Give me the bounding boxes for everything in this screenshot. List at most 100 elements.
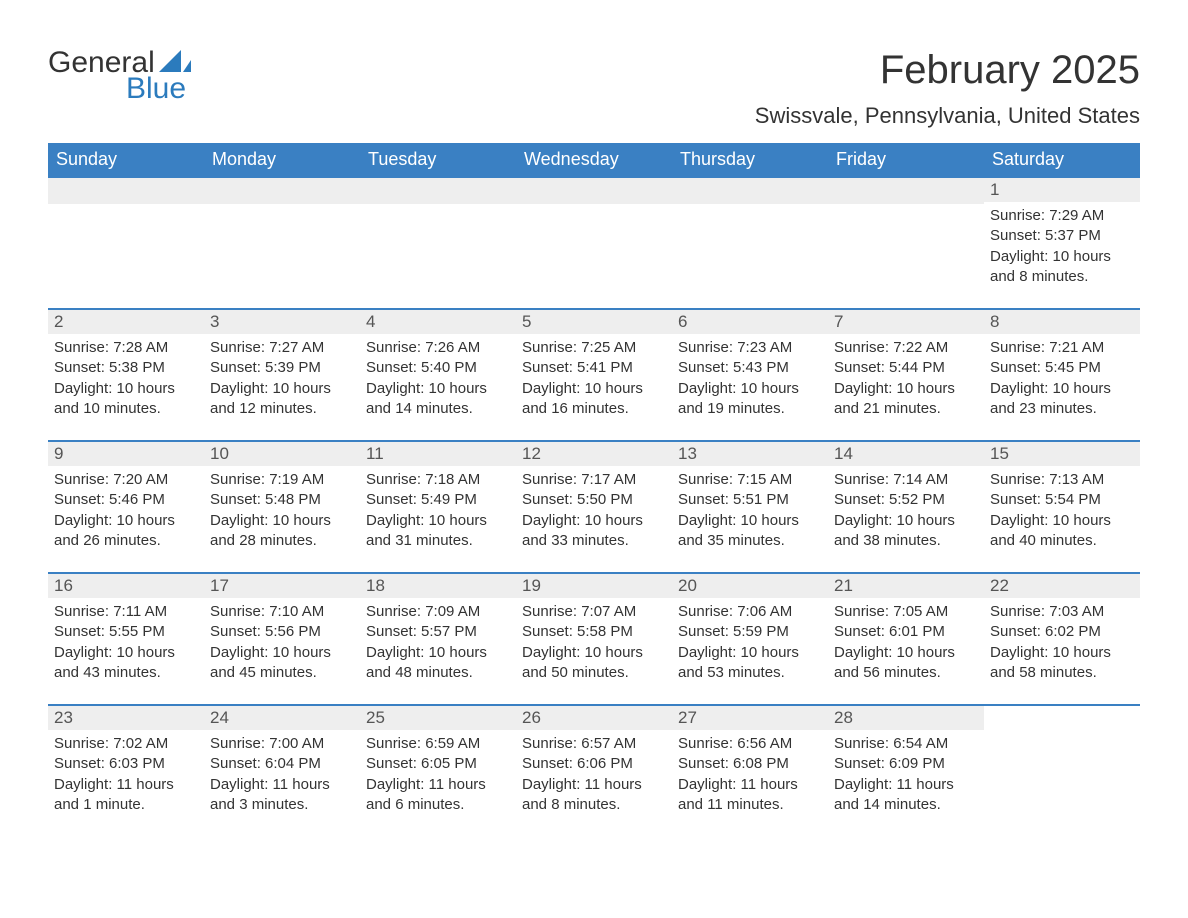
empty-day-cell (204, 177, 360, 309)
logo-word-blue: Blue (126, 74, 191, 104)
day-body: Sunrise: 7:14 AMSunset: 5:52 PMDaylight:… (828, 466, 984, 561)
day-sunrise-line: Sunrise: 7:15 AM (678, 470, 822, 490)
day-day1-line: Daylight: 10 hours (366, 379, 510, 399)
day-number: 4 (360, 310, 516, 334)
calendar-head: SundayMondayTuesdayWednesdayThursdayFrid… (48, 143, 1140, 177)
day-body: Sunrise: 7:22 AMSunset: 5:44 PMDaylight:… (828, 334, 984, 429)
day-day2-line: and 8 minutes. (522, 795, 666, 815)
day-day2-line: and 16 minutes. (522, 399, 666, 419)
day-day2-line: and 23 minutes. (990, 399, 1134, 419)
page-subtitle: Swissvale, Pennsylvania, United States (755, 103, 1140, 129)
day-number: 15 (984, 442, 1140, 466)
empty-day-cell (360, 177, 516, 309)
day-body: Sunrise: 7:18 AMSunset: 5:49 PMDaylight:… (360, 466, 516, 561)
day-sunrise-line: Sunrise: 7:20 AM (54, 470, 198, 490)
day-sunrise-line: Sunrise: 7:10 AM (210, 602, 354, 622)
day-body: Sunrise: 7:11 AMSunset: 5:55 PMDaylight:… (48, 598, 204, 693)
day-sunset-line: Sunset: 5:40 PM (366, 358, 510, 378)
day-number: 18 (360, 574, 516, 598)
day-day2-line: and 21 minutes. (834, 399, 978, 419)
day-day2-line: and 35 minutes. (678, 531, 822, 551)
day-cell: 13Sunrise: 7:15 AMSunset: 5:51 PMDayligh… (672, 441, 828, 573)
day-number: 24 (204, 706, 360, 730)
day-day2-line: and 50 minutes. (522, 663, 666, 683)
day-sunset-line: Sunset: 5:39 PM (210, 358, 354, 378)
daynum-blank (516, 178, 672, 204)
empty-day-cell (48, 177, 204, 309)
day-body: Sunrise: 7:15 AMSunset: 5:51 PMDaylight:… (672, 466, 828, 561)
day-cell: 22Sunrise: 7:03 AMSunset: 6:02 PMDayligh… (984, 573, 1140, 705)
day-sunrise-line: Sunrise: 7:18 AM (366, 470, 510, 490)
daynum-blank (360, 178, 516, 204)
day-cell: 23Sunrise: 7:02 AMSunset: 6:03 PMDayligh… (48, 705, 204, 836)
day-day1-line: Daylight: 10 hours (678, 643, 822, 663)
day-day1-line: Daylight: 11 hours (834, 775, 978, 795)
week-row: 23 Sunrise: 7:02 AMSunset: 6:03 PM Dayligh… (48, 705, 1140, 836)
day-sunset-line: Sunset: 5:44 PM (834, 358, 978, 378)
empty-day-cell (516, 177, 672, 309)
day-body: Sunrise: 7:21 AMSunset: 5:45 PMDaylight:… (984, 334, 1140, 429)
day-sunset-line: Sunset: 6:02 PM (990, 622, 1134, 642)
day-day2-line: and 43 minutes. (54, 663, 198, 683)
day-day2-line: and 6 minutes. (366, 795, 510, 815)
day-number: 2 (48, 310, 204, 334)
week-row: 1Sunrise: 7:29 AMSunset: 5:37 PMDaylight… (48, 177, 1140, 309)
day-number: 5 (516, 310, 672, 334)
day-number: 11 (360, 442, 516, 466)
empty-day-cell (984, 705, 1140, 836)
day-body: Sunrise: 7:09 AMSunset: 5:57 PMDaylight:… (360, 598, 516, 693)
day-sunset-line: Sunset: 6:09 PM (834, 754, 978, 774)
day-day2-line: and 53 minutes. (678, 663, 822, 683)
day-body: Sunrise: 6:54 AMSunset: 6:09 PMDaylight:… (828, 730, 984, 825)
day-day1-line: Daylight: 10 hours (522, 643, 666, 663)
day-body: Sunrise: 7:10 AMSunset: 5:56 PMDaylight:… (204, 598, 360, 693)
day-day2-line: and 58 minutes. (990, 663, 1134, 683)
day-number: 6 (672, 310, 828, 334)
day-cell: 10Sunrise: 7:19 AMSunset: 5:48 PMDayligh… (204, 441, 360, 573)
day-sunset-line: Sunset: 5:57 PM (366, 622, 510, 642)
day-sunset-line: Sunset: 5:37 PM (990, 226, 1134, 246)
day-sunrise-line: Sunrise: 6:57 AM (522, 734, 666, 754)
day-cell: 27Sunrise: 6:56 AMSunset: 6:08 PMDayligh… (672, 705, 828, 836)
day-sunrise-line: Sunrise: 7:17 AM (522, 470, 666, 490)
day-number: 10 (204, 442, 360, 466)
day-sunset-line: Sunset: 5:52 PM (834, 490, 978, 510)
day-number: 25 (360, 706, 516, 730)
day-sunset-line: Sunset: 6:03 PM (54, 754, 198, 774)
day-day1-line: Daylight: 11 hours (366, 775, 510, 795)
day-number: 20 (672, 574, 828, 598)
day-cell: 20Sunrise: 7:06 AMSunset: 5:59 PMDayligh… (672, 573, 828, 705)
day-number: 19 (516, 574, 672, 598)
day-sunset-line: Sunset: 5:43 PM (678, 358, 822, 378)
day-day1-line: Daylight: 10 hours (834, 643, 978, 663)
day-sunset-line: Sunset: 5:38 PM (54, 358, 198, 378)
day-cell: 26Sunrise: 6:57 AMSunset: 6:06 PMDayligh… (516, 705, 672, 836)
weekday-header: Thursday (672, 143, 828, 177)
day-sunset-line: Sunset: 5:55 PM (54, 622, 198, 642)
weekday-header: Wednesday (516, 143, 672, 177)
day-day1-line: Daylight: 10 hours (366, 643, 510, 663)
day-sunrise-line: Sunrise: 6:59 AM (366, 734, 510, 754)
day-sunrise-line: Sunrise: 7:03 AM (990, 602, 1134, 622)
day-day1-line: Daylight: 10 hours (834, 379, 978, 399)
day-number: 13 (672, 442, 828, 466)
day-sunset-line: Sunset: 5:49 PM (366, 490, 510, 510)
day-day2-line: and 38 minutes. (834, 531, 978, 551)
day-sunrise-line: Sunrise: 7:09 AM (366, 602, 510, 622)
day-sunrise-line: Sunrise: 7:07 AM (522, 602, 666, 622)
day-sunset-line: Sunset: 5:46 PM (54, 490, 198, 510)
day-number: 23 (48, 706, 204, 730)
day-sunrise-line: Sunrise: 7:02 AM (54, 734, 198, 754)
day-day2-line: and 1 minute. (54, 795, 198, 815)
weekday-header-row: SundayMondayTuesdayWednesdayThursdayFrid… (48, 143, 1140, 177)
day-sunrise-line: Sunrise: 7:26 AM (366, 338, 510, 358)
logo: General Blue (48, 48, 191, 104)
day-body: Sunrise: 7:05 AMSunset: 6:01 PMDaylight:… (828, 598, 984, 693)
day-sunset-line: Sunset: 5:56 PM (210, 622, 354, 642)
day-body: Sunrise: 7:28 AMSunset: 5:38 PMDaylight:… (48, 334, 204, 429)
day-day2-line: and 45 minutes. (210, 663, 354, 683)
day-sunset-line: Sunset: 6:01 PM (834, 622, 978, 642)
day-day2-line: and 48 minutes. (366, 663, 510, 683)
day-sunrise-line: Sunrise: 7:21 AM (990, 338, 1134, 358)
day-cell: 17Sunrise: 7:10 AMSunset: 5:56 PMDayligh… (204, 573, 360, 705)
